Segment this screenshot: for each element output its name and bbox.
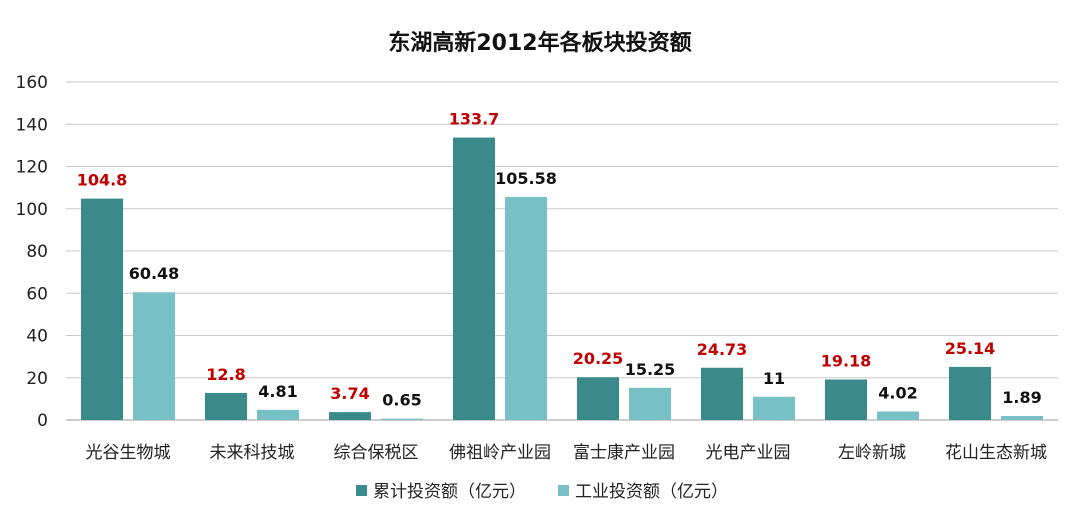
bar-series-1 bbox=[825, 379, 867, 420]
y-tick-label: 20 bbox=[26, 369, 48, 389]
bar-series-1 bbox=[577, 377, 619, 420]
data-label-series-1: 19.18 bbox=[821, 351, 872, 370]
y-axis-ticks: 0 20 40 60 80 100 120 140 160 bbox=[16, 73, 48, 431]
gridlines bbox=[66, 81, 1058, 421]
bar-series-1 bbox=[701, 367, 743, 420]
legend: 累计投资额（亿元） 工业投资额（亿元） bbox=[356, 482, 728, 502]
data-label-series-2: 0.65 bbox=[382, 391, 421, 410]
bar-series-2 bbox=[505, 196, 547, 420]
data-label-series-2: 4.02 bbox=[878, 384, 917, 403]
y-tick-label: 0 bbox=[37, 411, 48, 431]
data-label-series-2: 11 bbox=[763, 369, 785, 388]
y-tick-label: 40 bbox=[26, 327, 48, 347]
data-labels: 104.8 60.48 12.8 4.81 3.74 0.65 133.7 105.58 20.… bbox=[77, 110, 1042, 410]
legend-label-series-2: 工业投资额（亿元） bbox=[575, 482, 728, 502]
y-tick-label: 140 bbox=[16, 115, 48, 135]
bar-series-2 bbox=[629, 387, 671, 420]
bar-series-2 bbox=[753, 396, 795, 420]
x-tick-label: 花山生态新城 bbox=[945, 443, 1047, 463]
bar-series-2 bbox=[381, 418, 423, 420]
y-tick-label: 80 bbox=[26, 242, 48, 262]
y-tick-label: 60 bbox=[26, 284, 48, 304]
x-axis-ticks: 光谷生物城 未来科技城 综合保税区 佛祖岭产业园 富士康产业园 光电产业园 左岭新城 花山生态… bbox=[86, 443, 1048, 463]
data-label-series-1: 3.74 bbox=[330, 384, 369, 403]
legend-swatch-series-2 bbox=[558, 485, 569, 496]
x-tick-label: 富士康产业园 bbox=[573, 443, 675, 463]
x-tick-label: 综合保税区 bbox=[334, 443, 419, 463]
x-tick-label: 左岭新城 bbox=[838, 443, 906, 463]
bar-series-2 bbox=[1001, 416, 1043, 420]
data-label-series-1: 133.7 bbox=[449, 110, 500, 129]
data-label-series-1: 12.8 bbox=[206, 365, 245, 384]
y-tick-label: 100 bbox=[16, 200, 48, 220]
data-label-series-1: 24.73 bbox=[697, 340, 748, 359]
bar-series-2 bbox=[257, 409, 299, 420]
x-tick-label: 未来科技城 bbox=[210, 443, 295, 463]
data-label-series-2: 105.58 bbox=[495, 169, 557, 188]
y-tick-label: 160 bbox=[16, 73, 48, 93]
bar-series-2 bbox=[877, 411, 919, 420]
legend-label-series-1: 累计投资额（亿元） bbox=[373, 482, 526, 502]
bar-series-1 bbox=[949, 366, 991, 420]
chart-title: 东湖高新2012年各板块投资额 bbox=[388, 30, 691, 56]
x-tick-label: 佛祖岭产业园 bbox=[449, 443, 551, 463]
data-label-series-2: 1.89 bbox=[1002, 388, 1041, 407]
x-tick-label: 光电产业园 bbox=[706, 443, 791, 463]
y-tick-label: 120 bbox=[16, 158, 48, 178]
bars bbox=[81, 137, 1043, 420]
bar-series-1 bbox=[81, 198, 123, 420]
data-label-series-2: 60.48 bbox=[129, 264, 180, 283]
x-tick-label: 光谷生物城 bbox=[86, 443, 171, 463]
bar-series-1 bbox=[329, 412, 371, 420]
data-label-series-1: 25.14 bbox=[945, 339, 996, 358]
bar-series-2 bbox=[133, 292, 175, 420]
data-label-series-1: 20.25 bbox=[573, 349, 624, 368]
data-label-series-1: 104.8 bbox=[77, 171, 128, 190]
data-label-series-2: 4.81 bbox=[258, 382, 297, 401]
bar-series-1 bbox=[205, 392, 247, 420]
legend-swatch-series-1 bbox=[356, 485, 367, 496]
data-label-series-2: 15.25 bbox=[625, 360, 676, 379]
bar-series-1 bbox=[453, 137, 495, 420]
